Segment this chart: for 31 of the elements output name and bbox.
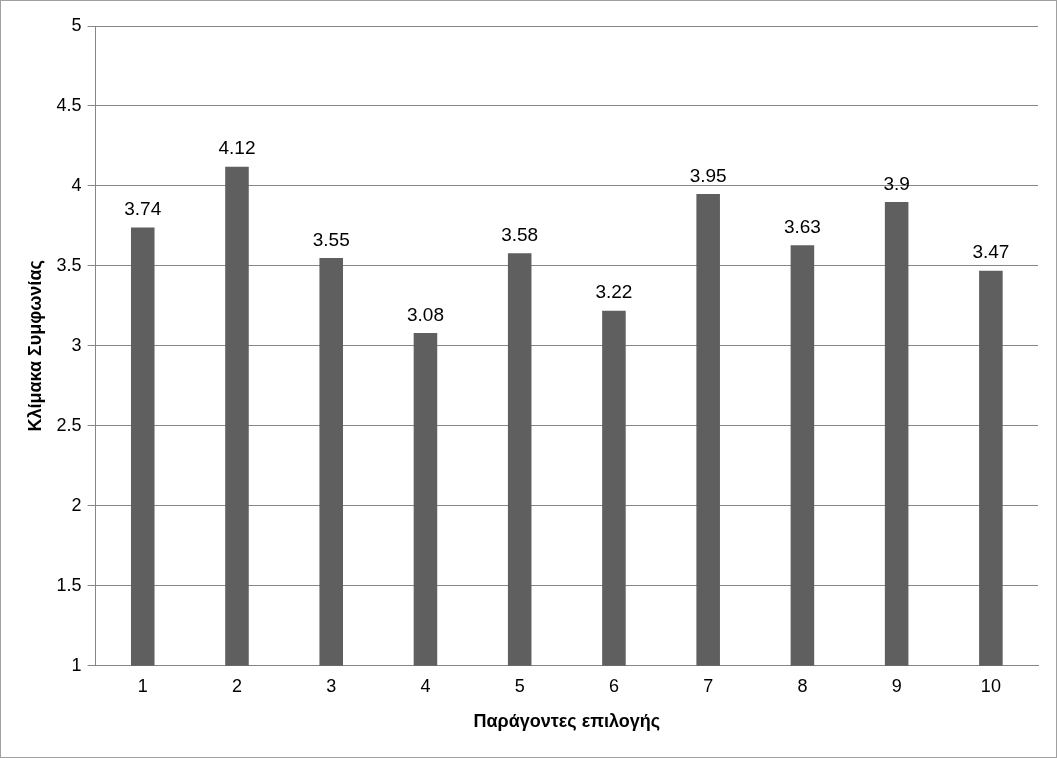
x-tick-label: 1 — [137, 675, 148, 696]
y-axis-title: Κλίμακα Συμφωνίας — [24, 260, 45, 432]
data-label: 3.55 — [312, 228, 350, 250]
y-tick-label: 3 — [71, 334, 82, 355]
data-label: 3.63 — [783, 215, 821, 237]
x-tick-label: 9 — [891, 675, 902, 696]
data-label: 3.22 — [595, 281, 633, 303]
x-tick-label: 10 — [980, 675, 1001, 696]
y-tick-label: 1 — [71, 654, 82, 675]
x-axis-title: Παράγοντες επιλογής — [473, 711, 661, 732]
y-tick-label: 1.5 — [56, 574, 82, 595]
y-tick-label: 2 — [71, 494, 82, 515]
data-label: 3.58 — [501, 223, 539, 245]
data-label: 3.47 — [972, 241, 1010, 263]
x-tick-label: 7 — [703, 675, 714, 696]
data-label: 3.08 — [406, 303, 444, 325]
data-label: 3.9 — [883, 172, 910, 194]
y-tick-label: 5 — [71, 14, 82, 35]
data-label: 3.95 — [689, 164, 727, 186]
x-tick-label: 3 — [326, 675, 337, 696]
data-label: 3.74 — [124, 198, 162, 220]
y-tick-label: 2.5 — [56, 414, 82, 435]
x-tick-label: 2 — [231, 675, 242, 696]
y-tick-label: 3.5 — [56, 254, 82, 275]
data-label: 4.12 — [218, 137, 256, 159]
y-tick-label: 4.5 — [56, 94, 82, 115]
x-tick-label: 4 — [420, 675, 431, 696]
y-tick-label: 4 — [71, 174, 82, 195]
x-tick-label: 8 — [797, 675, 808, 696]
x-tick-label: 6 — [608, 675, 619, 696]
x-tick-label: 5 — [514, 675, 525, 696]
